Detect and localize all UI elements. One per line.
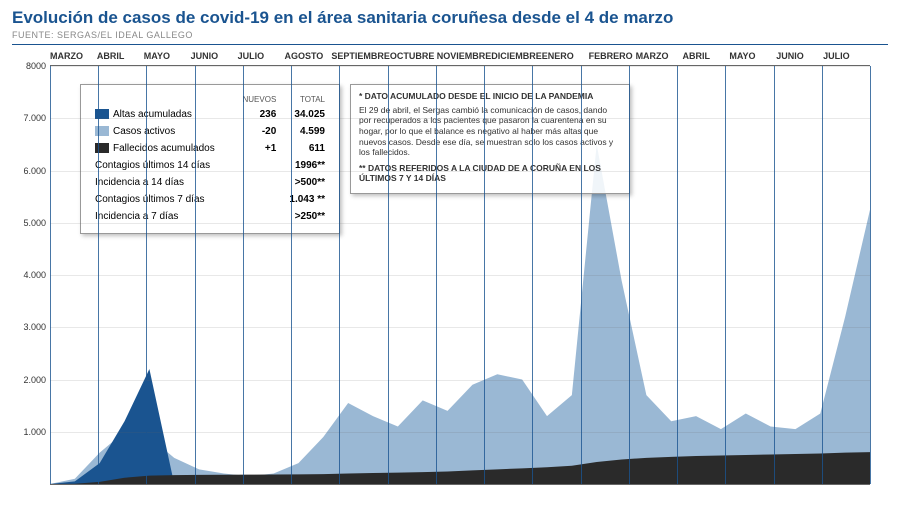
- y-tick-label: 7.000: [23, 113, 46, 123]
- legend-nuevos: [234, 174, 281, 191]
- y-tick-label: 8000: [26, 61, 46, 71]
- legend-row: Fallecidos acumulados +1611: [91, 140, 329, 157]
- month-label: MARZO: [636, 51, 683, 61]
- legend-label: Fallecidos acumulados: [113, 143, 215, 154]
- legend-row: Contagios últimos 7 días 1.043 **: [91, 191, 329, 208]
- legend-total: 1.043 **: [280, 191, 329, 208]
- legend-swatch: [95, 143, 109, 153]
- y-tick-label: 5.000: [23, 218, 46, 228]
- gridline-h: [50, 66, 870, 67]
- gridline-h: [50, 432, 870, 433]
- legend-label: Incidencia a 14 días: [95, 177, 184, 188]
- gridline-h: [50, 380, 870, 381]
- legend-header-nuevos: NUEVOS: [234, 93, 281, 106]
- month-label: FEBRERO: [589, 51, 636, 61]
- month-label: SEPTIEMBRE: [331, 51, 390, 61]
- month-label: ENERO: [542, 51, 589, 61]
- gridline-h: [50, 118, 870, 119]
- gridline-v: [725, 66, 726, 484]
- gridline-h: [50, 327, 870, 328]
- gridline-v: [339, 66, 340, 484]
- legend-total: >500**: [280, 174, 329, 191]
- legend-label: Contagios últimos 7 días: [95, 194, 205, 205]
- legend-nuevos: +1: [234, 140, 281, 157]
- month-label: JULIO: [823, 51, 870, 61]
- month-label: AGOSTO: [284, 51, 331, 61]
- gridline-v: [243, 66, 244, 484]
- month-label: NOVIEMBRE: [437, 51, 492, 61]
- legend-table: NUEVOS TOTAL Altas acumuladas23634.025Ca…: [91, 93, 329, 225]
- month-label: DICIEMBRE: [491, 51, 542, 61]
- y-tick-label: 4.000: [23, 270, 46, 280]
- title-rule: [12, 44, 888, 45]
- gridline-h: [50, 171, 870, 172]
- month-label: ABRIL: [97, 51, 144, 61]
- gridline-v: [50, 66, 51, 484]
- gridline-v: [629, 66, 630, 484]
- month-label: OCTUBRE: [390, 51, 437, 61]
- gridline-v: [774, 66, 775, 484]
- legend-row: Incidencia a 14 días >500**: [91, 174, 329, 191]
- month-label: MAYO: [729, 51, 776, 61]
- legend-nuevos: 236: [234, 106, 281, 123]
- legend-box: NUEVOS TOTAL Altas acumuladas23634.025Ca…: [80, 84, 340, 234]
- legend-label: Incidencia a 7 días: [95, 211, 178, 222]
- note-body-1: El 29 de abril, el Sergas cambió la comu…: [359, 105, 621, 158]
- legend-header-total: TOTAL: [280, 93, 329, 106]
- gridline-v: [388, 66, 389, 484]
- month-label: MAYO: [144, 51, 191, 61]
- legend-label: Contagios últimos 14 días: [95, 160, 210, 171]
- gridline-v: [98, 66, 99, 484]
- chart-source: FUENTE: SERGAS/EL IDEAL GALLEGO: [0, 30, 900, 44]
- month-label: JULIO: [238, 51, 285, 61]
- legend-total: 4.599: [280, 123, 329, 140]
- y-axis-labels: 1.0002.0003.0004.0005.0006.0007.0008000: [10, 66, 46, 484]
- legend-nuevos: -20: [234, 123, 281, 140]
- legend-total: 34.025: [280, 106, 329, 123]
- note-heading-1: * DATO ACUMULADO DESDE EL INICIO DE LA P…: [359, 91, 621, 102]
- legend-total: 611: [280, 140, 329, 157]
- y-tick-label: 3.000: [23, 322, 46, 332]
- gridline-v: [870, 66, 871, 484]
- month-label: ABRIL: [682, 51, 729, 61]
- gridline-v: [677, 66, 678, 484]
- gridline-v: [436, 66, 437, 484]
- gridline-h: [50, 275, 870, 276]
- month-label: JUNIO: [191, 51, 238, 61]
- y-tick-label: 1.000: [23, 427, 46, 437]
- gridline-h: [50, 223, 870, 224]
- month-label: MARZO: [50, 51, 97, 61]
- gridline-v: [291, 66, 292, 484]
- note-box: * DATO ACUMULADO DESDE EL INICIO DE LA P…: [350, 84, 630, 194]
- gridline-v: [146, 66, 147, 484]
- y-tick-label: 2.000: [23, 375, 46, 385]
- month-label: JUNIO: [776, 51, 823, 61]
- chart-title: Evolución de casos de covid-19 en el áre…: [0, 0, 900, 30]
- gridline-v: [195, 66, 196, 484]
- gridline-v: [484, 66, 485, 484]
- legend-nuevos: [234, 191, 281, 208]
- note-heading-2: ** DATOS REFERIDOS A LA CIUDAD DE A CORU…: [359, 163, 621, 184]
- legend-row: Casos activos -204.599: [91, 123, 329, 140]
- legend-label: Casos activos: [113, 126, 175, 137]
- legend-row: Altas acumuladas23634.025: [91, 106, 329, 123]
- chart-area: 1.0002.0003.0004.0005.0006.0007.0008000 …: [50, 65, 870, 485]
- x-axis-months: MARZOABRILMAYOJUNIOJULIOAGOSTOSEPTIEMBRE…: [0, 51, 900, 61]
- gridline-v: [532, 66, 533, 484]
- y-tick-label: 6.000: [23, 166, 46, 176]
- legend-swatch: [95, 126, 109, 136]
- gridline-v: [822, 66, 823, 484]
- gridline-v: [581, 66, 582, 484]
